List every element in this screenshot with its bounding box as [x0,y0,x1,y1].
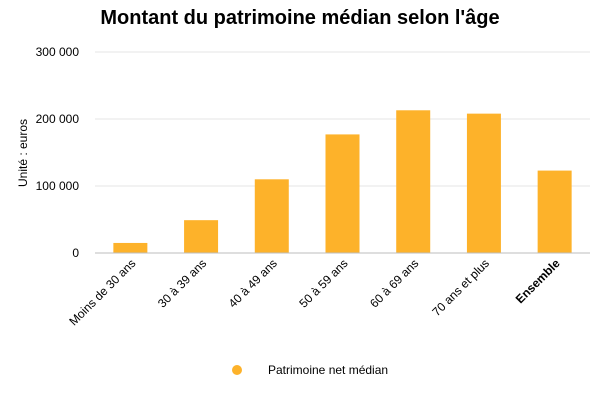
x-tick-label: 50 à 59 ans [296,256,350,310]
y-tick-label: 100 000 [36,179,80,193]
bar [466,113,501,253]
x-tick-label: Ensemble [513,256,563,306]
x-tick-label: 70 ans et plus [429,256,492,319]
legend-label: Patrimoine net médian [268,363,388,377]
bar [254,179,289,253]
legend: Patrimoine net médian [232,363,388,377]
x-tick-label: Moins de 30 ans [66,256,138,328]
bars [113,110,572,253]
y-tick-label: 200 000 [36,112,80,126]
legend-marker [232,365,242,375]
x-tick-label: 40 à 49 ans [226,256,280,310]
bar [537,170,572,253]
x-axis-ticks: Moins de 30 ans 30 à 39 ans 40 à 49 ans 50 … [66,256,563,328]
bar [396,110,431,253]
bar [325,134,360,253]
x-tick-label: 60 à 69 ans [367,256,421,310]
y-tick-label: 0 [72,246,79,260]
chart-title: Montant du patrimoine médian selon l'âge [100,7,499,29]
bar [184,220,219,253]
y-axis-ticks: 0 100 000 200 000 300 000 [36,45,80,260]
y-tick-label: 300 000 [36,45,80,59]
y-axis-label: Unité : euros [16,119,30,187]
x-tick-label: 30 à 39 ans [155,256,209,310]
bar [113,242,148,253]
